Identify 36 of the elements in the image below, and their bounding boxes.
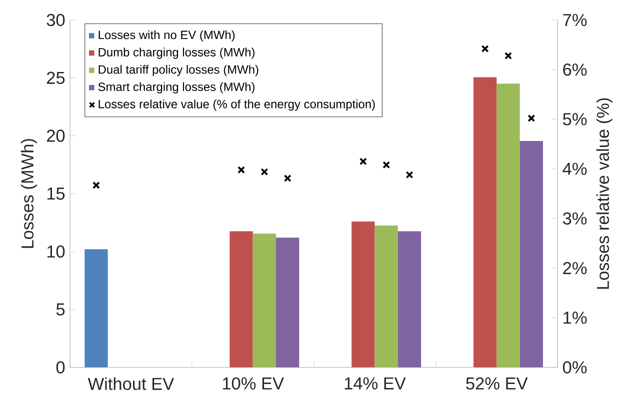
x-tick-label: 14% EV bbox=[344, 377, 406, 390]
y-tick-label: 20 bbox=[46, 130, 65, 142]
legend-label: Dual tariff policy losses (MWh) bbox=[98, 64, 258, 76]
y-tick-label: 10 bbox=[47, 245, 65, 258]
bar bbox=[520, 140, 543, 368]
bar bbox=[84, 249, 108, 368]
y-tick-label: 30 bbox=[46, 14, 65, 26]
y-tick-label: 0 bbox=[56, 361, 65, 374]
x-tick-label: 52% EV bbox=[466, 377, 528, 390]
y2-axis-title: Losses relative value (%) bbox=[596, 98, 612, 289]
legend-label: Dumb charging losses (MWh) bbox=[98, 48, 254, 59]
y2-tick-label: 4% bbox=[562, 162, 587, 175]
y2-tick-label: 7% bbox=[563, 14, 587, 26]
bar bbox=[252, 234, 276, 368]
y2-tick-label: 5% bbox=[562, 113, 587, 126]
legend-label: Losses relative value (% of the energy consumption) bbox=[98, 100, 375, 111]
bar bbox=[374, 226, 398, 368]
y-axis-title: Losses (MWh) bbox=[20, 139, 37, 248]
y2-tick-label: 3% bbox=[562, 212, 587, 225]
y-tick-label: 5 bbox=[56, 303, 65, 316]
x-tick-label: 10% EV bbox=[222, 377, 284, 390]
bar bbox=[230, 231, 253, 368]
legend-label: Losses with no EV (MWh) bbox=[98, 30, 235, 42]
bar bbox=[496, 84, 520, 368]
x-tick-label: Without EV bbox=[88, 377, 174, 390]
y-tick-label: 25 bbox=[46, 72, 65, 84]
y2-tick-label: 6% bbox=[563, 64, 587, 76]
y-tick-label: 15 bbox=[47, 188, 65, 200]
bar bbox=[352, 221, 375, 368]
legend-label: Smart charging losses (MWh) bbox=[98, 82, 254, 94]
y2-tick-label: 0% bbox=[562, 361, 587, 374]
bar bbox=[398, 231, 422, 368]
y2-tick-label: 1% bbox=[564, 312, 587, 324]
bar bbox=[276, 238, 300, 368]
bar bbox=[473, 77, 497, 368]
y2-tick-label: 2% bbox=[563, 262, 587, 274]
